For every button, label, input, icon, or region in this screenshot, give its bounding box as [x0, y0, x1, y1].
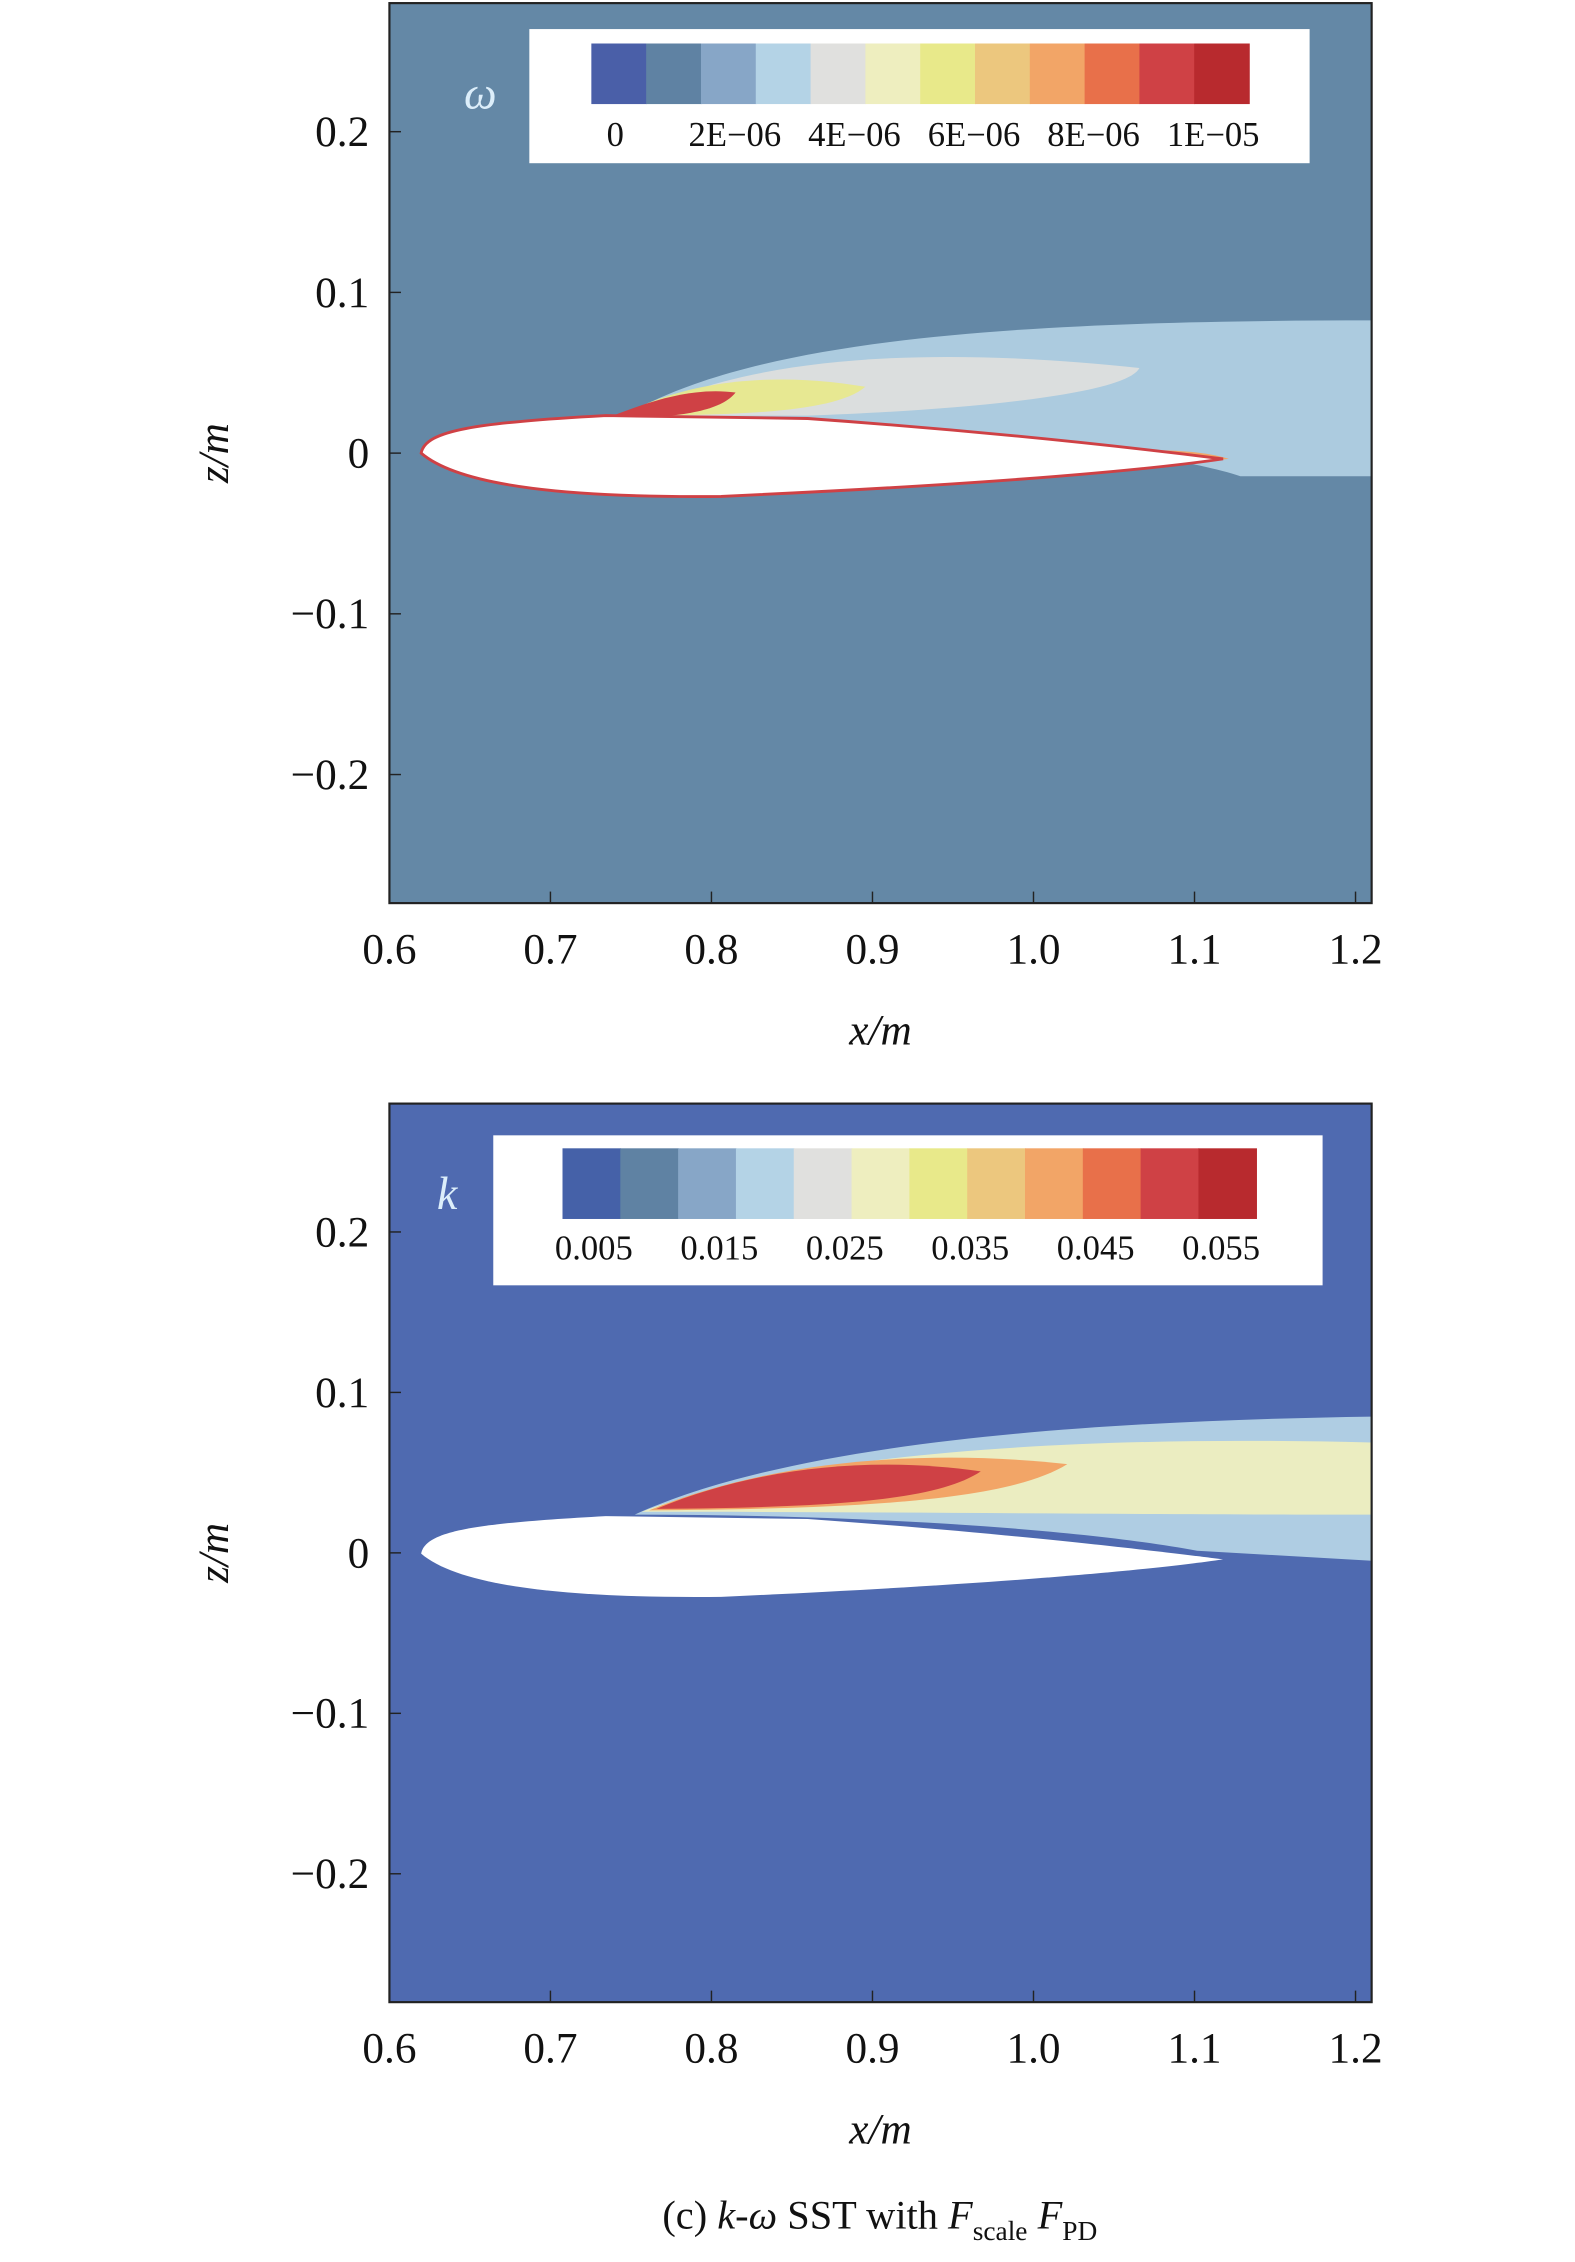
colorbar-tick-label: 4E−06: [808, 116, 901, 154]
panel: 0.6 0.7 0.8 0.9 1.0 1.1 1.2 −0.2 −0.1 0 0.1 0.2 x/m z…: [190, 1102, 1383, 2154]
colorbar-cell: [735, 1148, 795, 1219]
airfoil: [421, 1516, 1224, 1597]
y-tick-label: 0: [348, 1529, 370, 1577]
colorbar-cell: [755, 43, 812, 105]
colorbar-tick-label: 2E−06: [689, 116, 782, 154]
colorbar-tick-label: 1E−05: [1167, 116, 1260, 154]
colorbar-tick-label: 0.055: [1182, 1229, 1260, 1267]
colorbar-cell: [1140, 1148, 1200, 1219]
colorbar-cell: [967, 1148, 1026, 1219]
x-axis-label: x/m: [848, 2106, 911, 2154]
colorbar-cell: [562, 1148, 622, 1219]
colorbar-cell: [1198, 1148, 1257, 1219]
x-tick-label: 0.9: [845, 926, 899, 974]
y-tick-label: 0.1: [315, 1369, 369, 1417]
x-tick-label: 0.9: [845, 2025, 899, 2073]
y-tick-label: 0: [348, 430, 370, 478]
colorbar-tick-label: 0.015: [680, 1229, 758, 1267]
contour-region: [656, 1464, 981, 1509]
colorbar-tick-label: 0.045: [1057, 1229, 1135, 1267]
y-axis-label: z/m: [190, 1523, 238, 1584]
x-tick-label: 0.6: [362, 926, 416, 974]
caption: (c) k-ω SST with Fscale FPD: [662, 2193, 1097, 2250]
colorbar-cell: [793, 1148, 853, 1219]
x-tick-label: 1.1: [1167, 2025, 1221, 2073]
colorbar-cell: [920, 43, 976, 105]
caption-symbol: F: [1037, 2193, 1063, 2238]
x-tick-label: 1.0: [1006, 2025, 1060, 2073]
colorbar-tick-label: 6E−06: [928, 116, 1021, 154]
x-axis-label: x/m: [848, 1006, 911, 1054]
colorbar-tick-label: 0.025: [806, 1229, 884, 1267]
variable-label: ω: [464, 67, 497, 118]
colorbar-cell: [646, 43, 702, 105]
y-tick-label: −0.1: [291, 590, 369, 638]
x-tick-label: 1.1: [1167, 926, 1221, 974]
x-tick-label: 1.2: [1329, 2025, 1383, 2073]
y-tick-label: 0.1: [315, 269, 369, 317]
colorbar-cell: [1029, 43, 1086, 105]
x-tick-label: 0.7: [523, 926, 577, 974]
caption-subscript: scale: [973, 2216, 1028, 2246]
caption-prefix: (c): [662, 2193, 707, 2238]
caption-symbol: F: [947, 2193, 973, 2238]
x-tick-label: 0.8: [684, 926, 738, 974]
caption-subscript: PD: [1062, 2216, 1097, 2246]
x-tick-label: 1.2: [1329, 926, 1383, 974]
colorbar-cell: [700, 43, 757, 105]
colorbar-cell: [909, 1148, 968, 1219]
colorbar-cell: [1082, 1148, 1142, 1219]
colorbar-tick-label: 8E−06: [1047, 116, 1140, 154]
colorbar-cell: [1139, 43, 1195, 105]
y-tick-label: −0.2: [291, 1850, 369, 1898]
colorbar-cell: [1194, 43, 1250, 105]
y-tick-label: −0.1: [291, 1690, 369, 1738]
colorbar-cell: [1025, 1148, 1084, 1219]
y-tick-label: 0.2: [315, 1208, 369, 1256]
airfoil: [419, 414, 1224, 498]
colorbar-cell: [591, 43, 647, 105]
x-tick-label: 0.6: [362, 2025, 416, 2073]
colorbar-cell: [975, 43, 1031, 105]
colorbar-cell: [810, 43, 867, 105]
colorbar-tick-label: 0.005: [555, 1229, 633, 1267]
x-tick-label: 0.8: [684, 2025, 738, 2073]
x-tick-label: 1.0: [1006, 926, 1060, 974]
contour-region: [605, 391, 736, 419]
variable-label: k: [437, 1168, 459, 1219]
panel: 0.6 0.7 0.8 0.9 1.0 1.1 1.2 −0.2 −0.1 0 0.1 0.2 x/m z…: [190, 2, 1383, 1054]
colorbar-tick-label: 0: [607, 116, 624, 154]
y-axis-label: z/m: [190, 423, 238, 484]
colorbar-cell: [865, 43, 921, 105]
y-tick-label: −0.2: [291, 751, 369, 799]
caption-model: k-ω: [717, 2193, 777, 2238]
x-tick-label: 0.7: [523, 2025, 577, 2073]
caption-suffix: SST with: [787, 2193, 938, 2238]
colorbar-cell: [851, 1148, 911, 1219]
y-tick-label: 0.2: [315, 108, 369, 156]
colorbar-cell: [620, 1148, 679, 1219]
colorbar-tick-label: 0.035: [931, 1229, 1009, 1267]
colorbar-cell: [678, 1148, 737, 1219]
colorbar-cell: [1084, 43, 1141, 105]
